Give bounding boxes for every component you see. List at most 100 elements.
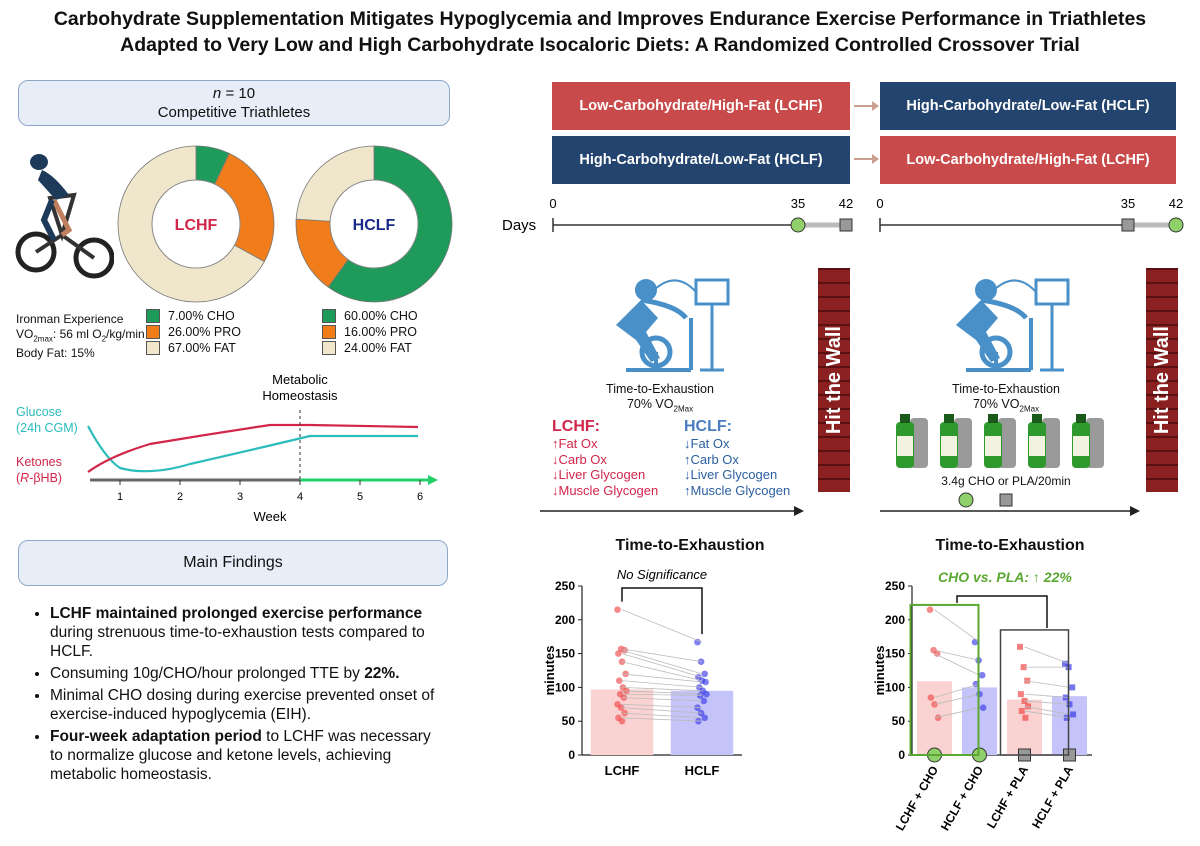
pla-marker-square (999, 493, 1013, 507)
pair-line (621, 653, 703, 678)
svg-text:35: 35 (791, 196, 805, 211)
wall-left: Hit the Wall (818, 268, 850, 492)
athlete-info: Ironman Experience VO2max: 56 ml O2/kg/m… (16, 312, 145, 361)
supplement-label: 3.4g CHO or PLA/20min (941, 474, 1071, 488)
participants-box: n = 10 Competitive Triathletes (18, 80, 450, 126)
pair-line (621, 690, 703, 695)
bottle-icon (1042, 418, 1060, 468)
pair-line (934, 653, 980, 676)
findings-list: LCHF maintained prolonged exercise perfo… (32, 604, 442, 787)
homeostasis-title-1: Metabolic (272, 372, 328, 387)
x-tick-label: LCHF + PLA (984, 763, 1031, 831)
week-tick-label: 5 (357, 491, 363, 503)
data-point (616, 677, 623, 684)
pair-line (621, 661, 703, 682)
n-label: n (212, 85, 222, 102)
pla-group-box (999, 629, 1070, 756)
pair-line (621, 687, 703, 692)
data-point (700, 697, 708, 705)
athlete-vo2: VO2max: 56 ml O2/kg/min (16, 326, 145, 343)
cho-marker-circle (790, 217, 806, 233)
y-tick-label: 200 (555, 613, 575, 627)
data-point (1069, 684, 1076, 691)
pair-line (621, 609, 703, 643)
homeostasis-chart: Metabolic Homeostasis Glucose (24h CGM) … (16, 372, 438, 524)
data-point (615, 650, 622, 657)
data-point (978, 671, 986, 679)
wall-text: Hit the Wall (1150, 325, 1173, 435)
homeostasis-title-2: Homeostasis (262, 388, 338, 403)
phase2-lchf-bar: Low-Carbohydrate/High-Fat (LCHF) (880, 136, 1176, 184)
data-point (1017, 691, 1024, 698)
tte-label-left: Time-to-Exhaustion 70% VO2Max (606, 382, 714, 414)
week-ticks: 1 2 3 4 5 6 (117, 480, 423, 503)
data-point (618, 658, 626, 666)
y-tick-label: 0 (568, 748, 575, 762)
pair-line (621, 680, 703, 688)
bar (1006, 699, 1043, 755)
exercise-bike-icon (616, 278, 730, 372)
data-point (1070, 711, 1077, 718)
bottle-cap-icon (988, 414, 998, 423)
pair-line (621, 693, 703, 696)
tte-label-right: Time-to-Exhaustion 70% VO2Max (952, 382, 1060, 414)
pair-line (621, 648, 703, 663)
pair-line (1024, 646, 1070, 665)
data-point (1022, 714, 1029, 721)
bottle-cap-icon (944, 414, 954, 423)
bottle-icon (1086, 418, 1104, 468)
x-tick-label: LCHF (605, 763, 640, 778)
data-point (618, 717, 626, 725)
athlete-bodyfat: Body Fat: 15% (16, 346, 95, 361)
data-point (1063, 714, 1070, 721)
pair-line (1024, 700, 1070, 705)
legend-fat: 24.00% FAT (322, 340, 418, 356)
data-point (694, 638, 701, 646)
bottle-cap-icon (1032, 414, 1042, 423)
ketones-label-1: Ketones (16, 455, 62, 469)
cho-marker-circle (1168, 217, 1184, 233)
pla-marker-square (1121, 218, 1135, 232)
pair-line (621, 649, 703, 675)
hclf-donut-label: HCLF (353, 217, 396, 234)
data-point (701, 670, 708, 678)
cyclist-icon (15, 154, 114, 279)
y-tick-label: 150 (555, 647, 575, 661)
wall-text: Hit the Wall (822, 325, 845, 435)
phase2-hclf-bar: High-Carbohydrate/Low-Fat (HCLF) (880, 82, 1176, 130)
bottle-label (941, 436, 957, 456)
legend-fat: 67.00% FAT (146, 340, 241, 356)
pair-line (621, 703, 703, 709)
finding-1: LCHF maintained prolonged exercise perfo… (50, 604, 442, 661)
hclf-effects: HCLF: ↓Fat Ox ↑Carb Ox ↓Liver Glycogen ↑… (684, 418, 791, 498)
data-point (927, 694, 935, 701)
ketones-label-2: (R-βHB) (16, 471, 62, 485)
pair-line (621, 673, 703, 683)
n-value: = 10 (225, 85, 256, 102)
pair-line (1024, 710, 1070, 719)
data-point (1018, 708, 1025, 715)
pair-line (1024, 680, 1070, 688)
axis-arrowhead (428, 475, 438, 485)
lchf-effects: LCHF: ↑Fat Ox ↓Carb Ox ↓Liver Glycogen ↓… (552, 418, 659, 498)
glucose-label-2: (24h CGM) (16, 421, 78, 435)
data-point (614, 606, 621, 613)
data-point (1021, 697, 1028, 704)
participants-desc: Competitive Triathletes (157, 104, 311, 121)
y-axis-label: minutes (872, 646, 887, 696)
bar (916, 681, 953, 755)
finding-4: Four-week adaptation period to LCHF was … (50, 727, 442, 784)
hclf-legend: 60.00% CHO 16.00% PRO 24.00% FAT (322, 308, 418, 356)
lchf-donut-label: LCHF (175, 217, 218, 234)
bottle-label (897, 436, 913, 456)
significance-annotation: No Significance (617, 567, 707, 582)
data-point (1020, 664, 1027, 671)
glucose-label-1: Glucose (16, 405, 62, 419)
lchf-legend: 7.00% CHO 26.00% PRO 67.00% FAT (146, 308, 241, 356)
bottle-icon (954, 418, 972, 468)
pair-line (621, 717, 703, 722)
bottle-cap-icon (1076, 414, 1086, 423)
week-tick-label: 1 (117, 491, 123, 503)
y-tick-label: 250 (555, 579, 575, 593)
